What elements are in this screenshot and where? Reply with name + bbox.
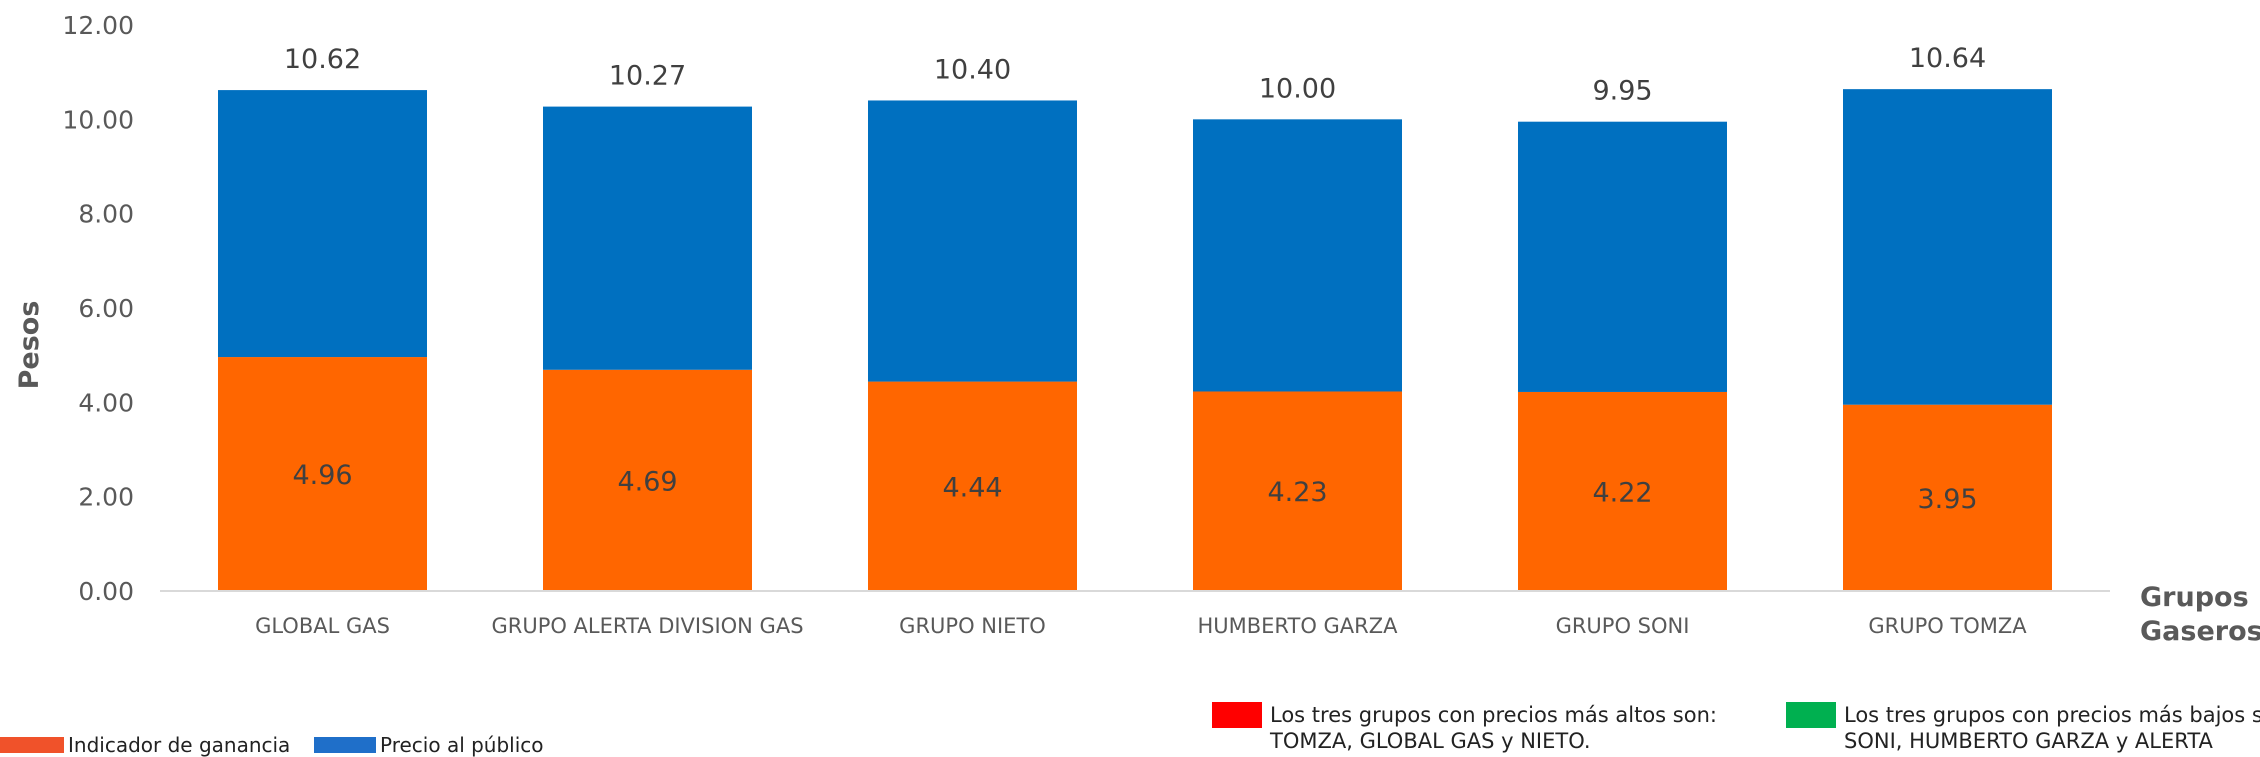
y-tick-label: 4.00 bbox=[78, 388, 134, 417]
note-line: TOMZA, GLOBAL GAS y NIETO. bbox=[1270, 729, 1591, 753]
legend-item-profit-indicator: Indicador de ganancia bbox=[0, 733, 291, 757]
x-category-label: GLOBAL GAS bbox=[255, 614, 390, 638]
data-label-total: 9.95 bbox=[1592, 76, 1652, 107]
x-category-label: GRUPO TOMZA bbox=[1868, 614, 2027, 638]
data-label-profit: 4.23 bbox=[1267, 477, 1327, 508]
bars: 4.96 10.62 4.69 10.27 4.44 10.40 4.23 10.00 4.22… bbox=[218, 43, 2052, 591]
data-label-total: 10.62 bbox=[284, 44, 361, 75]
y-tick-label: 6.00 bbox=[78, 294, 134, 323]
y-axis: 0.00 2.00 4.00 6.00 8.00 10.00 12.00 bbox=[62, 11, 134, 606]
x-axis: GLOBAL GAS GRUPO ALERTA DIVISION GAS GRUPO… bbox=[160, 590, 2110, 638]
data-label-profit: 3.95 bbox=[1917, 484, 1977, 515]
legend-swatch-orange bbox=[0, 737, 64, 753]
legend-item-public-price: Precio al público bbox=[314, 733, 544, 757]
x-axis-title-line-1: Grupos bbox=[2140, 582, 2249, 613]
y-tick-label: 2.00 bbox=[78, 483, 134, 512]
y-tick-label: 0.00 bbox=[78, 577, 134, 606]
bar-profit-indicator bbox=[1518, 391, 1727, 591]
note-highest-prices: Los tres grupos con precios más altos so… bbox=[1212, 702, 1717, 754]
bar-public-price bbox=[868, 100, 1077, 382]
note-text: Los tres grupos con precios más bajos s … bbox=[1844, 702, 2260, 754]
y-tick-label: 8.00 bbox=[78, 200, 134, 229]
x-axis-title-line-2: Gaseros bbox=[2140, 616, 2260, 647]
note-lowest-prices: Los tres grupos con precios más bajos s … bbox=[1786, 702, 2260, 754]
data-label-total: 10.27 bbox=[609, 61, 686, 92]
x-category-label: GRUPO NIETO bbox=[899, 614, 1046, 638]
bar-public-price bbox=[543, 106, 752, 370]
y-tick-label: 12.00 bbox=[62, 11, 134, 40]
bar-public-price bbox=[1843, 89, 2052, 405]
legend-swatch-blue bbox=[314, 737, 376, 753]
note-text: Los tres grupos con precios más altos so… bbox=[1270, 702, 1717, 754]
bar-profit-indicator bbox=[218, 357, 427, 591]
data-label-profit: 4.96 bbox=[292, 460, 352, 491]
bar-profit-indicator bbox=[543, 369, 752, 591]
bar-public-price bbox=[218, 90, 427, 358]
bar-public-price bbox=[1193, 119, 1402, 392]
x-category-label: GRUPO ALERTA DIVISION GAS bbox=[491, 614, 803, 638]
data-label-total: 10.40 bbox=[934, 54, 1011, 85]
note-swatch-red bbox=[1212, 702, 1262, 728]
legend-label: Precio al público bbox=[380, 733, 544, 757]
data-label-profit: 4.44 bbox=[942, 472, 1002, 503]
note-line: Los tres grupos con precios más altos so… bbox=[1270, 703, 1717, 727]
note-line: Los tres grupos con precios más bajos s bbox=[1844, 703, 2260, 727]
data-label-total: 10.64 bbox=[1909, 43, 1986, 74]
bar-public-price bbox=[1518, 121, 1727, 392]
data-label-profit: 4.69 bbox=[617, 466, 677, 497]
data-label-total: 10.00 bbox=[1259, 73, 1336, 104]
bar-profit-indicator bbox=[1193, 391, 1402, 591]
x-category-label: HUMBERTO GARZA bbox=[1197, 614, 1398, 638]
note-swatch-green bbox=[1786, 702, 1836, 728]
data-label-profit: 4.22 bbox=[1592, 477, 1652, 508]
bar-profit-indicator bbox=[868, 381, 1077, 591]
x-axis-title: Grupos Gaseros bbox=[2140, 582, 2260, 647]
y-axis-title: Pesos bbox=[14, 301, 45, 390]
legend-label: Indicador de ganancia bbox=[68, 733, 291, 757]
y-tick-label: 10.00 bbox=[62, 105, 134, 134]
x-category-label: GRUPO SONI bbox=[1556, 614, 1690, 638]
bar-profit-indicator bbox=[1843, 404, 2052, 591]
note-line: SONI, HUMBERTO GARZA y ALERTA bbox=[1844, 729, 2213, 753]
